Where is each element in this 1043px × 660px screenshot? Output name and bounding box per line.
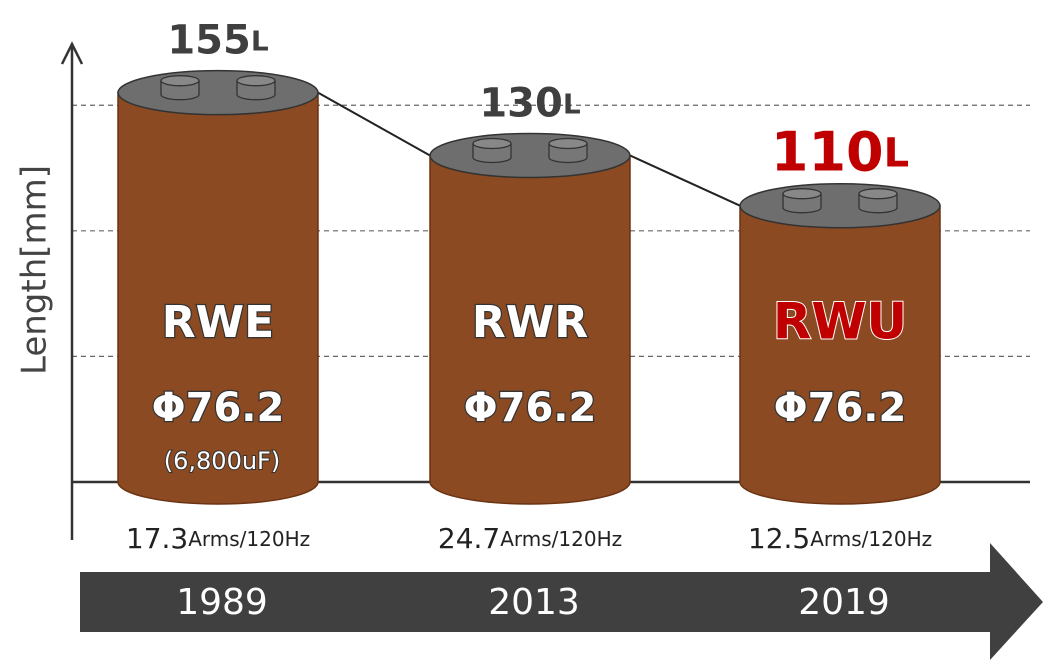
diameter: Φ76.2 xyxy=(464,385,597,431)
ripple-current: 17.3Arms/120Hz xyxy=(126,522,310,555)
value-label: 110L xyxy=(771,120,909,183)
year-label: 1989 xyxy=(176,582,268,623)
product-name: RWU xyxy=(773,293,907,351)
terminal-top xyxy=(161,76,199,86)
value: 130 xyxy=(479,80,563,126)
year-label: 2019 xyxy=(798,582,890,623)
terminal-top xyxy=(783,189,821,199)
unit: L xyxy=(884,131,910,177)
diameter: Φ76.2 xyxy=(152,385,285,431)
ripple-unit: Arms/120Hz xyxy=(810,527,932,551)
ripple-current: 24.7Arms/120Hz xyxy=(438,522,622,555)
ripple-value: 24.7 xyxy=(438,522,500,555)
ripple-unit: Arms/120Hz xyxy=(500,527,622,551)
ripple-unit: Arms/120Hz xyxy=(188,527,310,551)
y-axis-label: Length[mm] xyxy=(15,165,55,375)
trend-line xyxy=(318,93,430,156)
diameter: Φ76.2 xyxy=(774,385,907,431)
year-label: 2013 xyxy=(488,582,580,623)
ripple-value: 12.5 xyxy=(748,522,810,555)
value: 155 xyxy=(167,18,251,64)
unit: L xyxy=(251,25,269,58)
value: 110 xyxy=(771,120,884,183)
cylinder-body xyxy=(740,206,940,504)
cylinder-top xyxy=(740,184,940,228)
terminal-top xyxy=(473,138,511,148)
trend-line xyxy=(630,155,740,205)
terminal-top xyxy=(549,138,587,148)
cylinder-top xyxy=(430,133,630,177)
product-name: RWE xyxy=(162,297,274,348)
product-name: RWR xyxy=(472,297,588,348)
terminal-top xyxy=(237,76,275,86)
value-label: 155L xyxy=(167,18,269,64)
cylinder-top xyxy=(118,71,318,115)
unit: L xyxy=(563,87,581,120)
cylinder xyxy=(118,71,318,504)
chart: Length[mm] 155LRWEΦ76.2(6,800uF)17.3Arms… xyxy=(0,0,1043,660)
capacitance: (6,800uF) xyxy=(164,447,280,475)
terminal-top xyxy=(859,189,897,199)
ripple-current: 12.5Arms/120Hz xyxy=(748,522,932,555)
ripple-value: 17.3 xyxy=(126,522,188,555)
value-label: 130L xyxy=(479,80,581,126)
